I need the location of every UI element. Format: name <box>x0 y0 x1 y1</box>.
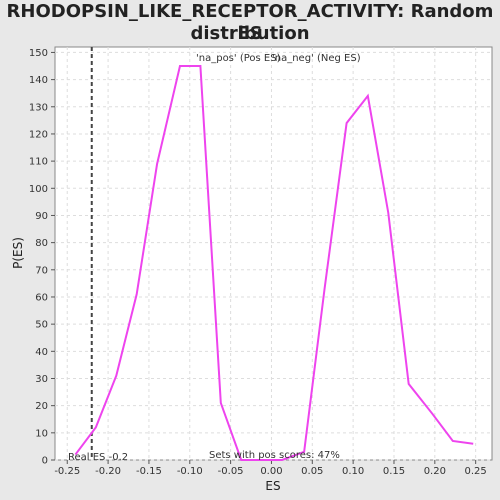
es-distribution-line <box>74 65 474 461</box>
x-tick-label: 0.10 <box>342 466 364 477</box>
chart-title-line2: distribution <box>190 23 310 44</box>
x-axis-label: ES <box>265 479 280 493</box>
y-tick-label: 20 <box>35 401 48 412</box>
x-tick-label: -0.10 <box>177 466 203 477</box>
y-tick-label: 90 <box>35 211 48 222</box>
real-es-label: Real ES -0.2 <box>68 452 128 463</box>
x-tick-label: -0.15 <box>136 466 162 477</box>
y-tick-label: 70 <box>35 265 48 276</box>
y-axis-ticks: 0 10 20 30 40 50 60 70 80 90 100 110 120 130 140 150 <box>29 48 55 467</box>
y-axis-label: P(ES) <box>11 237 25 269</box>
x-tick-label: -0.05 <box>218 466 244 477</box>
chart-title-line1: RHODOPSIN_LIKE_RECEPTOR_ACTIVITY: Random… <box>6 1 494 44</box>
y-tick-label: 30 <box>35 374 48 385</box>
x-tick-label: 0.15 <box>383 466 405 477</box>
y-tick-label: 50 <box>35 320 48 331</box>
y-tick-label: 130 <box>29 102 48 113</box>
x-tick-label: 0.05 <box>301 466 323 477</box>
y-tick-label: 100 <box>29 184 48 195</box>
x-tick-label: 0.00 <box>260 466 282 477</box>
y-tick-label: 110 <box>29 157 48 168</box>
x-tick-label: 0.25 <box>465 466 487 477</box>
x-tick-label: -0.20 <box>95 466 121 477</box>
y-tick-label: 10 <box>35 428 48 439</box>
x-axis-ticks: -0.25 -0.20 -0.15 -0.10 -0.05 0.00 0.05 0.10 0.1… <box>54 460 487 477</box>
y-tick-label: 0 <box>42 456 48 467</box>
y-tick-label: 150 <box>29 48 48 59</box>
y-tick-label: 60 <box>35 292 48 303</box>
pos-scores-label: Sets with pos scores: 47% <box>209 450 340 461</box>
x-tick-label: 0.20 <box>424 466 446 477</box>
y-tick-label: 80 <box>35 238 48 249</box>
legend-pos: 'na_pos' (Pos ES) <box>196 53 281 64</box>
plot-area <box>54 46 493 461</box>
y-tick-label: 40 <box>35 347 48 358</box>
y-tick-label: 140 <box>29 75 48 86</box>
legend-neg: 'na_neg' (Neg ES) <box>272 53 361 64</box>
y-tick-label: 120 <box>29 129 48 140</box>
x-tick-label: -0.25 <box>54 466 80 477</box>
